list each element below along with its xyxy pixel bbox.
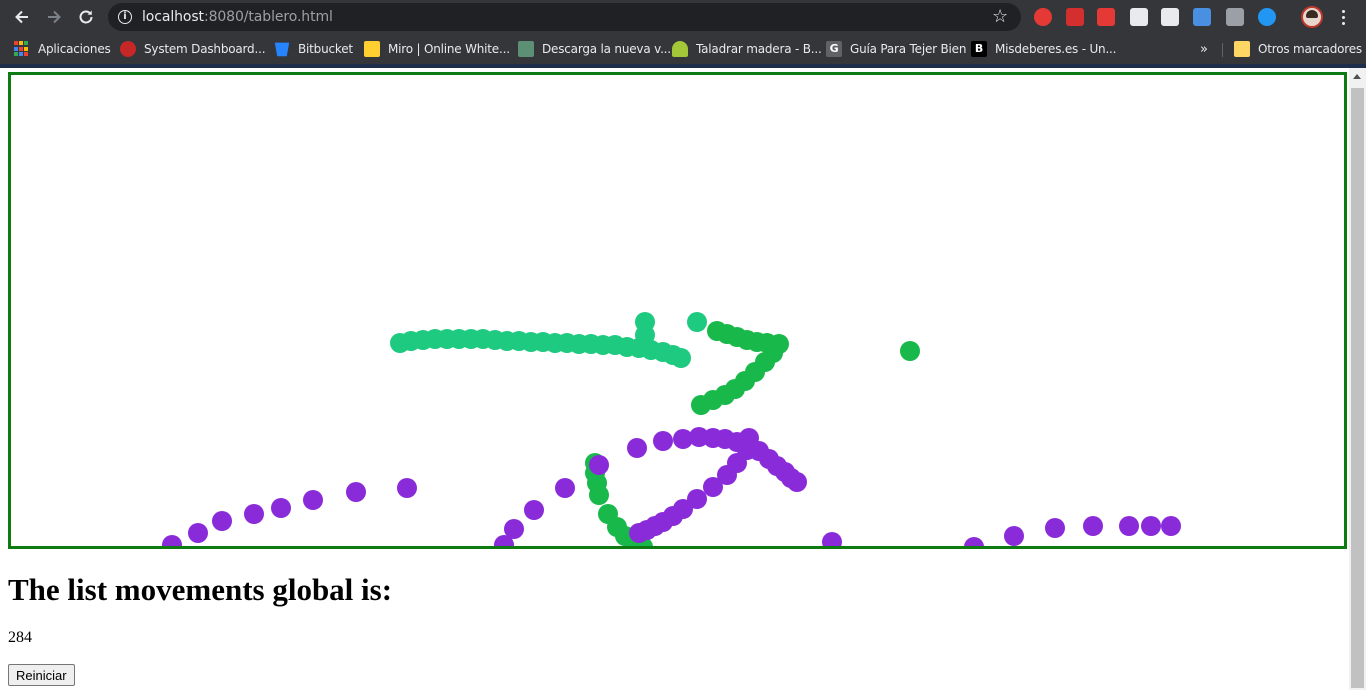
reload-button[interactable] xyxy=(74,5,98,29)
green-stroke-dot xyxy=(589,485,609,505)
bookmark-label: Guía Para Tejer Bien xyxy=(850,42,967,56)
green-stroke-dot xyxy=(900,341,920,361)
folder-icon xyxy=(1234,41,1250,57)
drawing-board[interactable] xyxy=(8,72,1347,549)
bookmarks-bar: Aplicaciones System Dashboard... Bitbuck… xyxy=(0,34,1366,64)
url-path: :8080/tablero.html xyxy=(203,9,333,25)
bookmark-miro[interactable]: Miro | Online White... xyxy=(364,39,510,59)
teal-stroke-dot xyxy=(635,325,655,345)
bookmark-taladrar[interactable]: Taladrar madera - B... xyxy=(672,39,822,59)
purple-stroke-dot xyxy=(717,465,737,485)
purple-stroke-dot xyxy=(494,535,514,546)
purple-stroke-dot xyxy=(303,490,323,510)
browser-edge xyxy=(0,64,1366,68)
purple-stroke-dot xyxy=(627,438,647,458)
purple-stroke-dot xyxy=(504,519,524,539)
m-icon[interactable] xyxy=(1097,8,1115,26)
screen-icon[interactable] xyxy=(1226,8,1244,26)
system-dashboard-icon xyxy=(120,41,136,57)
miro-icon xyxy=(364,41,380,57)
purple-stroke-dot xyxy=(787,472,807,492)
drawing-canvas[interactable] xyxy=(11,75,1344,546)
purple-stroke-dot xyxy=(822,532,842,546)
bookmark-star-icon[interactable]: ☆ xyxy=(992,6,1009,27)
purple-stroke-dot xyxy=(1161,516,1181,536)
purple-stroke-dot xyxy=(397,478,417,498)
window-icon[interactable] xyxy=(1130,8,1148,26)
bookmark-label: Taladrar madera - B... xyxy=(696,42,822,56)
menu-kebab-icon[interactable] xyxy=(1337,7,1351,27)
page-heading: The list movements global is: xyxy=(8,572,393,607)
bookmark-label: System Dashboard... xyxy=(144,42,266,56)
url-text[interactable]: localhost:8080/tablero.html xyxy=(142,9,333,25)
purple-stroke-dot xyxy=(555,478,575,498)
scroll-up-arrow-icon[interactable] xyxy=(1349,68,1366,85)
arrow-left-icon xyxy=(15,10,28,24)
bookmark-other-folder[interactable]: Otros marcadores xyxy=(1234,39,1362,59)
info-icon[interactable]: i xyxy=(118,10,132,24)
purple-stroke-dot xyxy=(1004,526,1024,546)
purple-stroke-dot xyxy=(162,535,182,546)
url-host: localhost xyxy=(142,9,204,25)
back-button[interactable] xyxy=(10,5,34,29)
bookmarks-overflow-button[interactable]: » xyxy=(1200,42,1208,57)
purple-stroke-dot xyxy=(1141,516,1161,536)
purple-stroke-dot xyxy=(212,511,232,531)
reload-icon xyxy=(79,10,93,24)
bookmark-label: Bitbucket xyxy=(298,42,353,56)
purple-stroke-dot xyxy=(1083,516,1103,536)
reset-button[interactable]: Reiniciar xyxy=(8,664,75,686)
bookmark-system-dashboard[interactable]: System Dashboard... xyxy=(120,39,266,59)
file-icon[interactable] xyxy=(1193,8,1211,26)
bookmark-label: Aplicaciones xyxy=(38,42,111,56)
bookmark-label: Misdeberes.es - Un... xyxy=(995,42,1117,56)
g-icon: G xyxy=(826,41,842,57)
purple-stroke-dot xyxy=(271,498,291,518)
bookmark-bitbucket[interactable]: Bitbucket xyxy=(274,39,353,59)
purple-stroke-dot xyxy=(1119,516,1139,536)
purple-stroke-dot xyxy=(188,523,208,543)
movements-count: 284 xyxy=(8,629,32,646)
pin-icon[interactable] xyxy=(1066,8,1084,26)
download-icon xyxy=(518,41,534,57)
shield-icon[interactable] xyxy=(1258,8,1276,26)
forward-button[interactable] xyxy=(42,5,66,29)
address-bar[interactable]: i localhost:8080/tablero.html ☆ xyxy=(108,3,1021,31)
misdeberes-icon: B xyxy=(971,41,987,57)
bookmark-label: Otros marcadores xyxy=(1258,42,1362,56)
bookmarks-separator xyxy=(1222,43,1223,57)
bookmark-aplicaciones[interactable]: Aplicaciones xyxy=(14,39,111,59)
purple-stroke-dot xyxy=(1045,518,1065,538)
teal-stroke-dot xyxy=(671,348,691,368)
profile-avatar[interactable] xyxy=(1301,6,1323,28)
purple-stroke-dot xyxy=(703,477,723,497)
green-stroke-dot xyxy=(691,395,711,415)
printer-icon[interactable] xyxy=(1161,8,1179,26)
apps-grid-icon xyxy=(14,41,30,57)
purple-stroke-dot xyxy=(687,489,707,509)
adblock-icon[interactable] xyxy=(1034,8,1052,26)
android-icon xyxy=(672,41,688,57)
purple-stroke-dot xyxy=(964,537,984,546)
bookmark-label: Descarga la nueva v... xyxy=(542,42,671,56)
purple-stroke-dot xyxy=(244,504,264,524)
bookmark-guia-tejer[interactable]: G Guía Para Tejer Bien xyxy=(826,39,966,59)
teal-stroke-dot xyxy=(687,312,707,332)
arrow-right-icon xyxy=(48,10,61,24)
purple-stroke-dot xyxy=(629,523,649,543)
scroll-thumb[interactable] xyxy=(1351,88,1364,688)
bitbucket-icon xyxy=(274,42,290,57)
purple-stroke-dot xyxy=(524,500,544,520)
purple-stroke-dot xyxy=(589,455,609,475)
purple-stroke-dot xyxy=(346,482,366,502)
browser-toolbar: i localhost:8080/tablero.html ☆ xyxy=(0,0,1366,34)
bookmark-descarga[interactable]: Descarga la nueva v... xyxy=(518,39,671,59)
bookmark-misdeberes[interactable]: B Misdeberes.es - Un... xyxy=(971,39,1116,59)
purple-stroke-dot xyxy=(673,429,693,449)
purple-stroke-dot xyxy=(653,431,673,451)
bookmark-label: Miro | Online White... xyxy=(388,42,510,56)
page-scrollbar[interactable] xyxy=(1349,68,1366,690)
